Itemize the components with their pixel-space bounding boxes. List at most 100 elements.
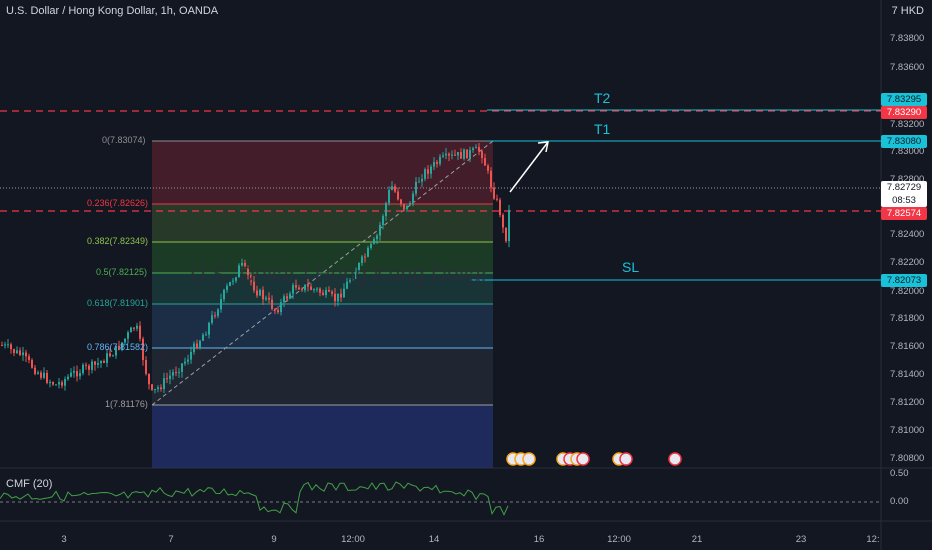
candle-body: [4, 344, 6, 346]
candle-body: [439, 156, 441, 164]
candle-body: [49, 382, 51, 384]
candle-body: [310, 286, 312, 290]
candle-body: [334, 293, 336, 302]
candle-body: [91, 361, 93, 370]
candle-body: [499, 199, 501, 215]
price-tick: 7.81400: [890, 369, 925, 380]
candle-body: [64, 379, 66, 386]
candle-body: [169, 375, 171, 379]
candle-body: [436, 161, 438, 164]
candle-body: [202, 334, 204, 341]
price-tick: 7.81800: [890, 313, 925, 324]
fib-zone-0618-0786: [152, 304, 493, 348]
candle-body: [61, 382, 63, 386]
candle-body: [139, 325, 141, 339]
candle-body: [253, 281, 255, 291]
fib-zone-below-1: [152, 405, 493, 468]
candle-body: [244, 262, 246, 267]
target-1-label[interactable]: T1: [594, 121, 611, 137]
candle-body: [316, 288, 318, 290]
candle-body: [121, 342, 123, 350]
chart-title[interactable]: U.S. Dollar / Hong Kong Dollar, 1h, OAND…: [6, 5, 219, 17]
fib-retracement[interactable]: [151, 140, 494, 468]
candle-body: [508, 209, 510, 242]
candle-body: [307, 284, 309, 287]
candle-body: [73, 371, 75, 373]
candle-body: [418, 181, 420, 183]
candle-body: [25, 352, 27, 357]
candle-body: [313, 289, 315, 291]
candle-body: [52, 382, 54, 385]
candle-body: [391, 186, 393, 190]
candle-body: [127, 332, 129, 339]
event-flag-icon: [668, 452, 682, 466]
candle-body: [241, 262, 243, 266]
sl-price-label: 7.82073: [881, 274, 927, 287]
projection-arrow[interactable]: [509, 141, 549, 193]
time-tick: 21: [691, 534, 703, 545]
candle-body: [94, 361, 96, 365]
candle-body: [88, 365, 90, 370]
candle-body: [70, 372, 72, 377]
candle-body: [193, 343, 195, 352]
fib-label-0: 0(7.83074): [102, 135, 146, 145]
candle-body: [214, 315, 216, 317]
candle-body: [289, 293, 291, 299]
candle-body: [370, 243, 372, 248]
candle-body: [55, 384, 57, 386]
candle-body: [385, 202, 387, 217]
event-flag-icon: [619, 452, 633, 466]
candle-body: [286, 296, 288, 299]
candle-body: [328, 290, 330, 292]
candle-body: [343, 288, 345, 298]
candle-body: [409, 202, 411, 206]
cmf-indicator-label[interactable]: CMF (20): [6, 478, 53, 490]
candle-body: [484, 157, 486, 166]
candle-body: [355, 271, 357, 279]
time-tick: 14: [428, 534, 440, 545]
candle-body: [58, 382, 60, 385]
fib-zone-0382-05: [152, 242, 493, 273]
candle-body: [319, 288, 321, 293]
candle-body: [427, 169, 429, 174]
candle-body: [172, 372, 174, 376]
candle-body: [115, 345, 117, 356]
target-2-label[interactable]: T2: [594, 90, 611, 106]
fib-zone-0236-0382: [152, 204, 493, 242]
candle-body: [247, 266, 249, 276]
time-tick: 12:00: [341, 534, 365, 545]
candle-body: [280, 302, 282, 313]
candle-body: [118, 345, 120, 350]
candle-body: [346, 281, 348, 289]
candle-body: [181, 363, 183, 372]
fib-label-1: 1(7.81176): [105, 399, 148, 409]
candle-body: [487, 165, 489, 171]
candle-body: [292, 285, 294, 294]
candle-body: [373, 239, 375, 244]
candle-body: [82, 364, 84, 374]
candle-body: [358, 262, 360, 272]
time-tick: 16: [533, 534, 545, 545]
candle-body: [481, 151, 483, 158]
time-tick: 12:: [866, 534, 880, 545]
candle-body: [490, 170, 492, 188]
economic-events[interactable]: [506, 452, 682, 466]
candle-body: [379, 224, 381, 236]
candle-body: [445, 153, 447, 156]
event-flag-icon: [576, 452, 590, 466]
time-tick: 9: [271, 534, 277, 545]
candle-body: [217, 309, 219, 317]
candle-body: [415, 181, 417, 194]
candle-body: [85, 364, 87, 366]
candle-body: [148, 373, 150, 385]
price-tick: 7.81000: [890, 425, 925, 436]
candle-body: [403, 203, 405, 210]
time-tick: 7: [168, 534, 174, 545]
candle-body: [166, 378, 168, 380]
fib-zone-0786-1: [152, 348, 493, 405]
candle-body: [268, 297, 270, 300]
candle-body: [463, 149, 465, 159]
fib-zone-05-0618: [152, 273, 493, 304]
stop-loss-label[interactable]: SL: [622, 259, 640, 275]
